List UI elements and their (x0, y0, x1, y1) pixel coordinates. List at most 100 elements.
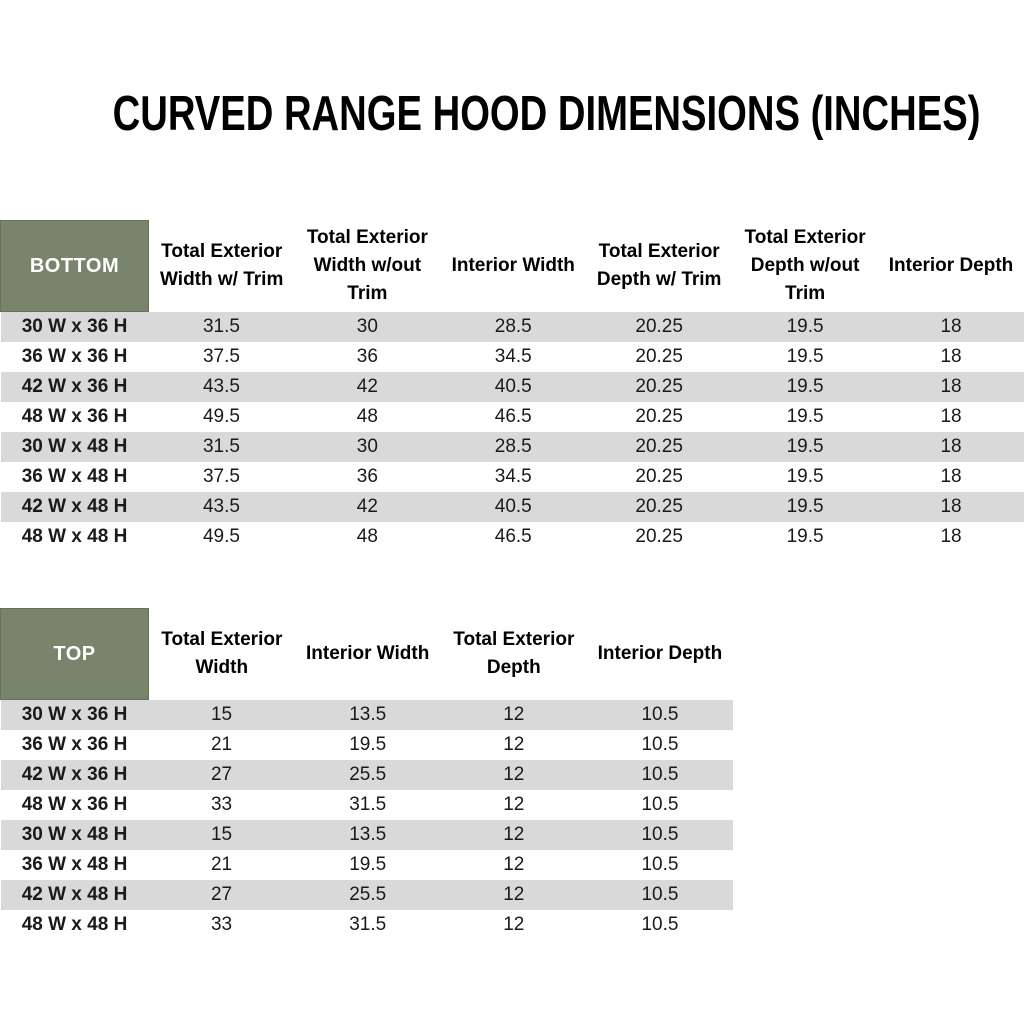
dimension-value: 42 (356, 375, 378, 397)
dimension-value: 30 (356, 315, 378, 337)
dimension-value: 40.5 (494, 495, 532, 517)
dimension-value: 18 (940, 375, 962, 397)
top_table-column-header-1: Interior Width (306, 643, 430, 664)
dimension-value: 20.25 (635, 435, 683, 457)
dimension-value: 43.5 (202, 495, 240, 517)
dimension-value: 25.5 (349, 763, 387, 785)
bottom_table-column-header-0: Total Exterior Width w/ Trim (160, 241, 284, 290)
page-title: CURVED RANGE HOOD DIMENSIONS (INCHES) (112, 87, 981, 141)
table-row: 42 W x 36 H 27 25.5 12 10.5 (0, 759, 733, 790)
dimension-value: 19.5 (786, 495, 824, 517)
row-label: 42 W x 48 H (21, 883, 128, 905)
dimension-value: 18 (940, 315, 962, 337)
dimension-value: 19.5 (786, 315, 824, 337)
top-dimensions-table: TOP Total Exterior Width Interior Width Tot… (0, 608, 733, 940)
dimension-value: 12 (503, 763, 525, 785)
dimension-value: 36 (356, 465, 378, 487)
dimension-value: 48 (356, 525, 378, 547)
dimension-value: 20.25 (635, 375, 683, 397)
bottom_table-column-header-3: Total Exterior Depth w/ Trim (596, 241, 722, 290)
dimension-value: 31.5 (202, 315, 240, 337)
dimension-value: 25.5 (349, 883, 387, 905)
dimension-value: 10.5 (641, 793, 679, 815)
dimension-value: 30 (356, 435, 378, 457)
bottom_table-corner-label: BOTTOM (0, 220, 149, 312)
dimension-value: 42 (356, 495, 378, 517)
dimension-value: 18 (940, 435, 962, 457)
row-label: 36 W x 36 H (21, 733, 128, 755)
dimension-value: 10.5 (641, 883, 679, 905)
table-row: 42 W x 48 H 27 25.5 12 10.5 (0, 879, 733, 910)
table-row: 30 W x 36 H 31.5 30 28.5 20.25 19.5 18 (0, 311, 1024, 342)
dimension-value: 31.5 (202, 435, 240, 457)
bottom-dimensions-table: BOTTOM Total Exterior Width w/ Trim Total … (0, 220, 1024, 552)
dimension-value: 19.5 (349, 853, 387, 875)
dimension-value: 21 (210, 733, 233, 755)
dimension-value: 37.5 (202, 465, 240, 487)
dimension-value: 10.5 (641, 913, 679, 935)
dimension-value: 19.5 (786, 525, 824, 547)
dimension-value: 19.5 (786, 465, 824, 487)
dimension-value: 19.5 (786, 375, 824, 397)
row-label: 36 W x 36 H (21, 345, 128, 367)
table-row: 36 W x 36 H 37.5 36 34.5 20.25 19.5 18 (1, 342, 1024, 372)
row-label: 48 W x 48 H (21, 913, 128, 935)
row-label: 36 W x 48 H (21, 853, 128, 875)
row-label: 48 W x 36 H (21, 405, 128, 427)
dimension-value: 31.5 (349, 913, 387, 935)
bottom_table-column-header-1: Total Exterior Width w/out Trim (306, 227, 428, 304)
dimension-value: 19.5 (786, 345, 824, 367)
dimension-value: 34.5 (494, 345, 532, 367)
table-row: 42 W x 48 H 43.5 42 40.5 20.25 19.5 18 (0, 491, 1024, 522)
bottom_table-column-header-2: Interior Width (451, 255, 575, 276)
dimension-value: 18 (940, 525, 962, 547)
dimension-value: 28.5 (494, 435, 532, 457)
dimension-value: 12 (503, 913, 525, 935)
dimension-value: 10.5 (641, 823, 679, 845)
dimension-value: 19.5 (349, 733, 387, 755)
dimension-value: 28.5 (494, 315, 532, 337)
dimension-value: 20.25 (635, 315, 683, 337)
table-row: 48 W x 36 H 33 31.5 12 10.5 (1, 790, 734, 820)
dimension-value: 13.5 (349, 703, 387, 725)
dimension-value: 20.25 (635, 345, 683, 367)
row-label: 36 W x 48 H (21, 465, 128, 487)
row-label: 30 W x 36 H (21, 703, 128, 725)
dimension-value: 33 (210, 793, 233, 815)
table-row: 36 W x 48 H 37.5 36 34.5 20.25 19.5 18 (1, 462, 1024, 492)
dimension-value: 19.5 (786, 405, 824, 427)
dimension-value: 20.25 (635, 525, 683, 547)
row-label: 30 W x 36 H (21, 315, 128, 337)
row-label: 42 W x 48 H (21, 495, 128, 517)
dimension-value: 18 (940, 495, 962, 517)
dimension-value: 36 (356, 345, 378, 367)
dimension-value: 13.5 (349, 823, 387, 845)
dimension-value: 10.5 (641, 703, 679, 725)
top_table-corner-label: TOP (0, 608, 149, 700)
dimension-value: 12 (503, 793, 525, 815)
row-label: 48 W x 48 H (21, 525, 128, 547)
dimension-value: 48 (356, 405, 378, 427)
dimension-value: 12 (503, 733, 525, 755)
dimension-value: 18 (940, 465, 962, 487)
dimension-value: 49.5 (202, 525, 240, 547)
dimension-value: 34.5 (494, 465, 532, 487)
dimension-value: 33 (210, 913, 233, 935)
dimension-value: 18 (940, 405, 962, 427)
table-row: 30 W x 48 H 31.5 30 28.5 20.25 19.5 18 (0, 431, 1024, 462)
dimension-value: 27 (210, 883, 233, 905)
dimension-value: 43.5 (202, 375, 240, 397)
row-label: 42 W x 36 H (21, 763, 128, 785)
dimension-value: 18 (940, 345, 962, 367)
table-row: 36 W x 36 H 21 19.5 12 10.5 (1, 730, 734, 760)
dimension-value: 10.5 (641, 853, 679, 875)
dimension-value: 19.5 (786, 435, 824, 457)
table-row: 48 W x 48 H 33 31.5 12 10.5 (1, 910, 734, 940)
dimension-value: 37.5 (202, 345, 240, 367)
dimension-value: 12 (503, 853, 525, 875)
dimension-value: 12 (503, 703, 525, 725)
dimension-value: 12 (503, 823, 525, 845)
top_table-column-header-0: Total Exterior Width (161, 629, 283, 678)
top_table-column-header-2: Total Exterior Depth (453, 629, 575, 678)
table-row: 48 W x 36 H 49.5 48 46.5 20.25 19.5 18 (1, 402, 1024, 432)
